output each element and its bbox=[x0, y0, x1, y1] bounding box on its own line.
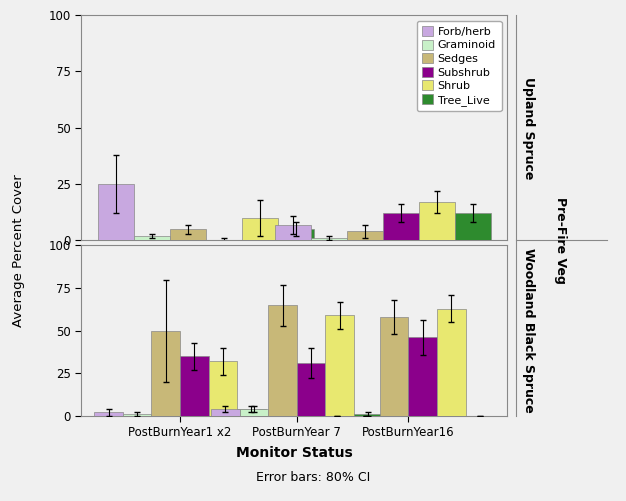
Bar bbox=[408, 338, 437, 416]
Bar bbox=[134, 236, 170, 240]
Bar bbox=[419, 202, 454, 240]
Legend: Forb/herb, Graminoid, Sedges, Subshrub, Shrub, Tree_Live: Forb/herb, Graminoid, Sedges, Subshrub, … bbox=[416, 21, 501, 111]
Bar bbox=[98, 184, 134, 240]
Bar bbox=[170, 229, 206, 240]
Bar bbox=[237, 409, 265, 416]
Bar bbox=[180, 356, 208, 416]
Bar bbox=[240, 409, 269, 416]
Bar bbox=[326, 315, 354, 416]
Bar bbox=[95, 412, 123, 416]
X-axis label: Monitor Status: Monitor Status bbox=[236, 446, 352, 460]
Bar bbox=[354, 414, 382, 416]
Bar bbox=[269, 305, 297, 416]
Bar bbox=[347, 231, 382, 240]
Bar bbox=[208, 361, 237, 416]
Bar bbox=[437, 309, 466, 416]
Text: Woodland Black Spruce: Woodland Black Spruce bbox=[523, 248, 535, 413]
Bar bbox=[454, 213, 491, 240]
Bar bbox=[380, 317, 408, 416]
Bar bbox=[211, 409, 240, 416]
Bar bbox=[151, 331, 180, 416]
Text: Error bars: 80% CI: Error bars: 80% CI bbox=[256, 471, 370, 484]
Bar bbox=[275, 225, 310, 240]
Bar bbox=[123, 414, 151, 416]
Bar bbox=[310, 238, 347, 240]
Text: Average Percent Cover: Average Percent Cover bbox=[13, 174, 25, 327]
Bar bbox=[278, 229, 314, 240]
Text: Pre-Fire Veg: Pre-Fire Veg bbox=[554, 197, 567, 284]
Bar bbox=[297, 363, 326, 416]
Text: Upland Spruce: Upland Spruce bbox=[523, 77, 535, 179]
Bar bbox=[382, 213, 419, 240]
Bar bbox=[242, 218, 278, 240]
